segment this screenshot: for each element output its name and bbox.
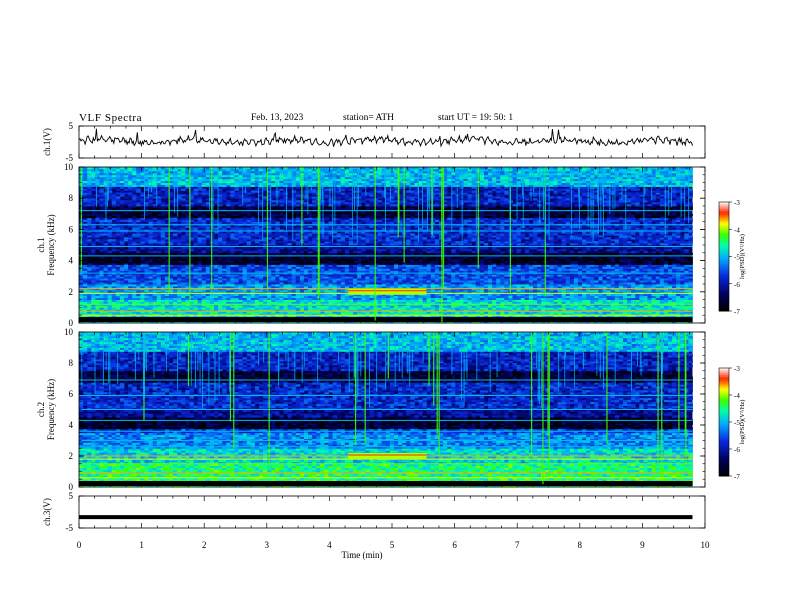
- y-tick-label: 4: [69, 256, 74, 266]
- x-tick-label: 2: [202, 540, 207, 550]
- segment-band: [348, 289, 426, 295]
- y-axis-label: ch.3(V): [42, 498, 52, 526]
- x-tick-label: 0: [77, 540, 82, 550]
- y-tick-label: 5: [69, 121, 74, 131]
- x-tick-label: 3: [265, 540, 270, 550]
- y-tick-label: 5: [69, 491, 74, 501]
- x-tick-label: 10: [701, 540, 711, 550]
- y-tick-label: 2: [69, 287, 74, 297]
- y-axis-label: ch.1: [36, 237, 46, 252]
- x-tick-label: 5: [390, 540, 395, 550]
- x-tick-label: 6: [452, 540, 457, 550]
- colorbar-tick-label: -7: [734, 308, 740, 316]
- y-tick-label: 8: [69, 358, 74, 368]
- y-axis-label: ch.2: [36, 402, 46, 417]
- y-tick-label: 6: [69, 389, 74, 399]
- y-tick-label: 4: [69, 420, 74, 430]
- colorbar-tick-label: -6: [734, 281, 740, 289]
- x-tick-label: 1: [139, 540, 144, 550]
- y-tick-label: 8: [69, 193, 74, 203]
- time-axis: 0 1 2 3 4 5 6 7 8 9 10 Time (min): [77, 540, 710, 560]
- y-tick-label: 10: [64, 327, 74, 337]
- y-tick-label: 10: [64, 162, 74, 172]
- ch1-trace: [79, 129, 693, 147]
- colorbar-tick-label: -3: [734, 365, 740, 373]
- colorbar-tick-label: -6: [734, 446, 740, 454]
- y-tick-label: -5: [66, 523, 74, 533]
- y-tick-label: 2: [69, 451, 74, 461]
- x-tick-label: 8: [578, 540, 583, 550]
- x-tick-label: 9: [640, 540, 645, 550]
- x-axis-label: Time (min): [342, 550, 383, 560]
- low-band: [79, 481, 692, 486]
- colorbar-tick-label: -4: [734, 226, 740, 234]
- segment-band: [348, 453, 426, 459]
- colorbar-tick-label: -3: [734, 199, 740, 207]
- colorbar-tick-label: -7: [734, 473, 740, 481]
- y-tick-label: 6: [69, 224, 74, 234]
- y-axis-label: Frequency (kHz): [46, 214, 56, 275]
- x-tick-label: 7: [515, 540, 520, 550]
- colorbar-label: log(PSD)(V²/Hz): [739, 234, 746, 279]
- colorbar-tick-label: -4: [734, 392, 740, 400]
- colorbars-layer: -3-4-5-6-7log(PSD)(V²/Hz)-3-4-5-6-7log(P…: [719, 199, 746, 481]
- y-axis-label: ch.1(V): [42, 128, 52, 156]
- low-band: [79, 317, 692, 322]
- ch3-waveform: -5 5 ch.3(V): [42, 491, 705, 533]
- x-tick-label: 4: [327, 540, 332, 550]
- y-axis-label: Frequency (kHz): [46, 379, 56, 440]
- colorbar-label: log(PSD)(V²/Hz): [739, 400, 746, 445]
